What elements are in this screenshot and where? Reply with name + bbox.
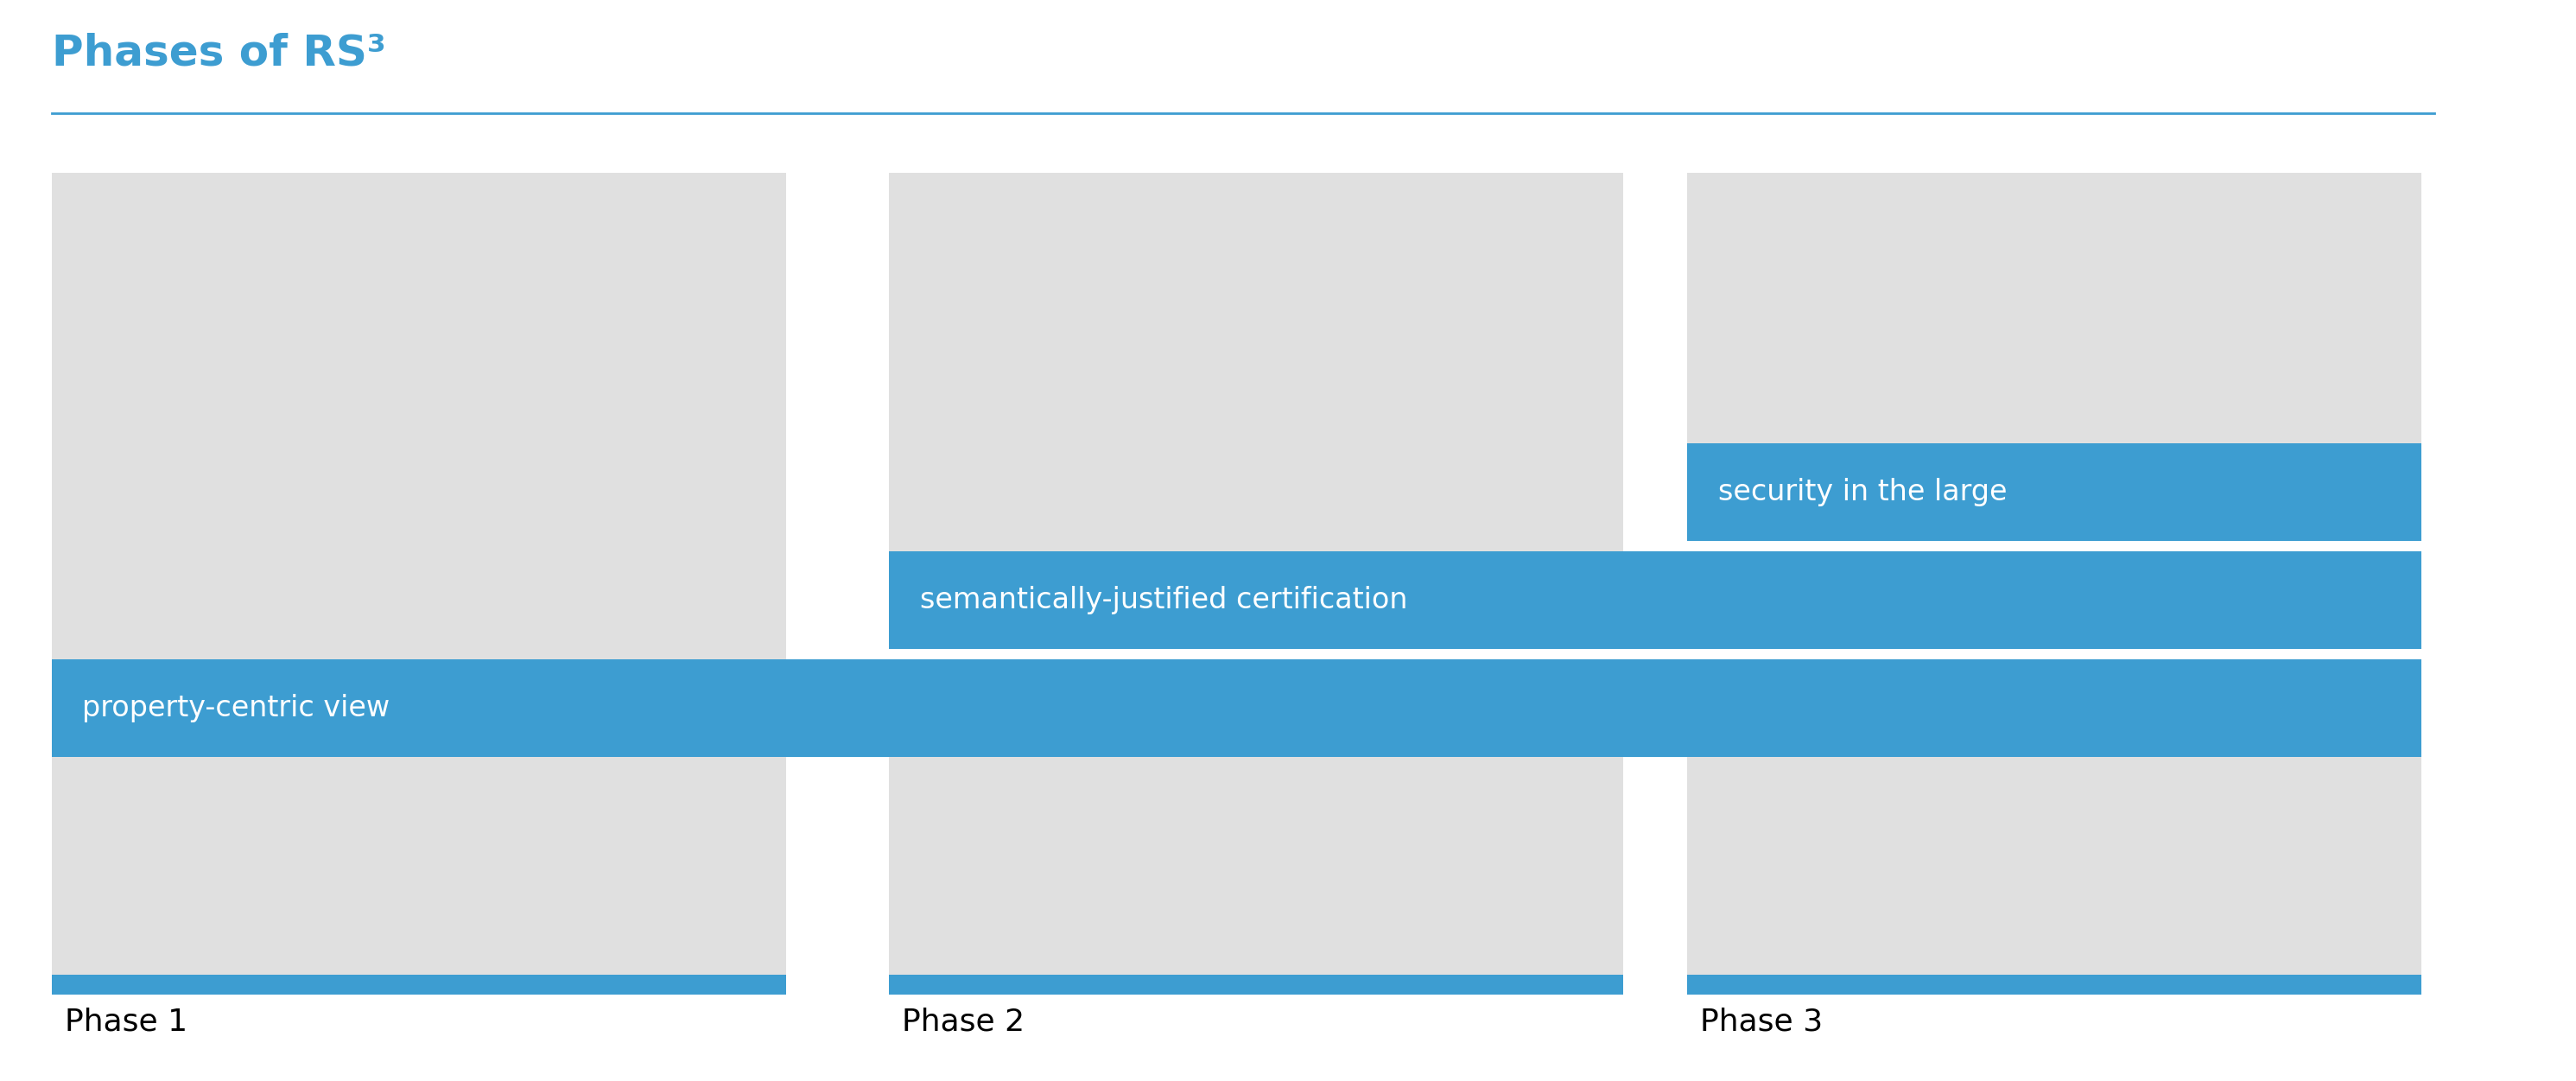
Bar xyxy=(52,975,786,995)
Bar xyxy=(889,173,1623,551)
Text: property-centric view: property-centric view xyxy=(82,694,389,722)
Bar xyxy=(52,757,786,975)
Bar xyxy=(889,975,1623,995)
Bar xyxy=(1687,173,2421,443)
Bar xyxy=(889,757,1623,975)
Text: security in the large: security in the large xyxy=(1718,478,2007,506)
Bar xyxy=(52,659,2421,757)
Text: Phase 3: Phase 3 xyxy=(1700,1007,1824,1037)
Bar xyxy=(1687,443,2421,540)
Bar xyxy=(1687,757,2421,975)
Text: Phase 2: Phase 2 xyxy=(902,1007,1025,1037)
Bar xyxy=(889,551,2421,649)
Bar xyxy=(1687,975,2421,995)
Text: semantically-justified certification: semantically-justified certification xyxy=(920,586,1406,614)
Text: Phase 1: Phase 1 xyxy=(64,1007,188,1037)
Text: Phases of RS³: Phases of RS³ xyxy=(52,32,386,74)
Bar xyxy=(52,173,786,659)
